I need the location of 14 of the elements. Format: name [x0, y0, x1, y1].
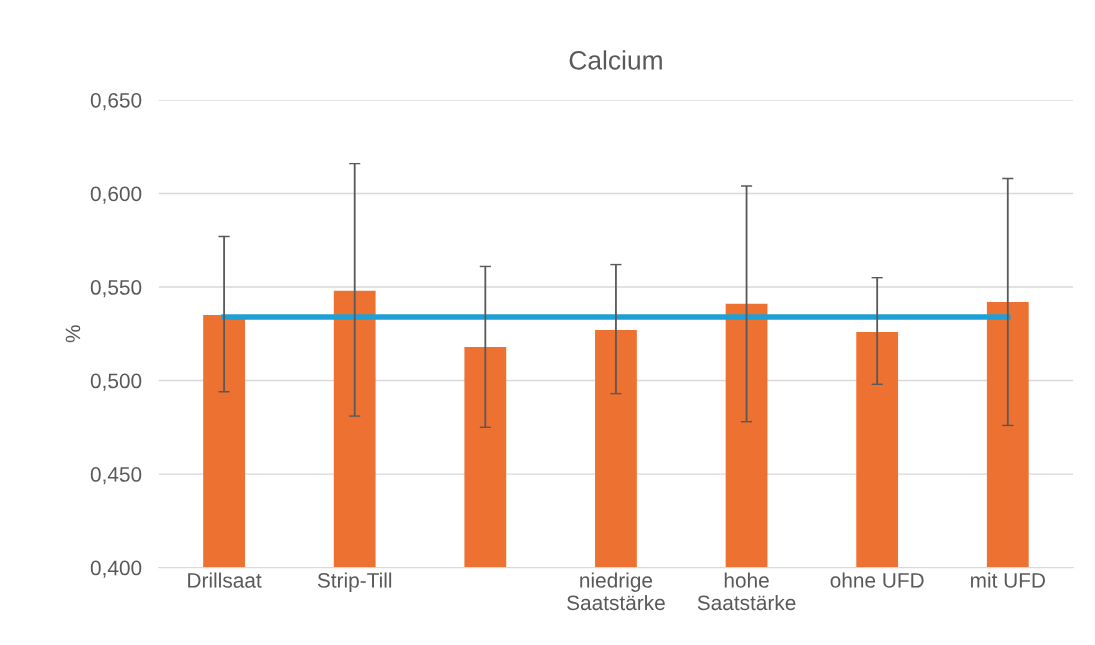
y-tick-label: 0,600 — [90, 186, 142, 204]
x-tick-label: Drillsaat — [188, 572, 262, 588]
x-tick-label: ohne UFD — [830, 572, 924, 588]
x-tick-label: hohe Saatstärke — [697, 572, 796, 611]
y-tick-label: 0,650 — [90, 92, 142, 111]
y-tick-label: 0,500 — [90, 373, 142, 391]
x-tick-label: mit UFD — [970, 572, 1045, 588]
y-tick-label: 0,400 — [90, 560, 142, 578]
y-axis-title: % — [65, 325, 81, 343]
y-tick-label: 0,550 — [90, 280, 142, 298]
x-tick-label: Strip-Till — [317, 572, 392, 592]
chart-title: Calcium — [569, 50, 662, 70]
x-tick-label: niedrige Saatstärke — [567, 572, 665, 611]
y-tick-label: 0,450 — [90, 467, 142, 485]
